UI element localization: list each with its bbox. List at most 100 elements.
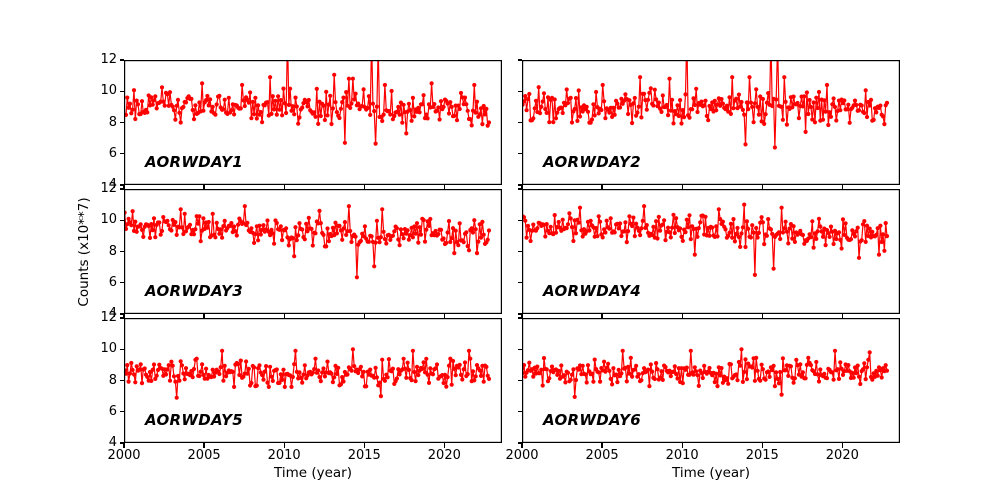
tick-mark bbox=[119, 411, 124, 413]
data-point bbox=[313, 231, 318, 236]
data-point bbox=[541, 356, 547, 361]
data-point bbox=[539, 104, 544, 109]
data-point bbox=[652, 87, 657, 92]
tick-mark bbox=[517, 184, 522, 186]
panel-label-aorwday4: AORWDAY4 bbox=[543, 282, 642, 300]
data-point bbox=[584, 380, 589, 385]
data-point bbox=[349, 239, 354, 245]
data-point bbox=[844, 107, 850, 112]
data-point bbox=[816, 379, 822, 384]
data-point bbox=[326, 102, 331, 107]
data-point bbox=[333, 220, 338, 225]
data-point bbox=[390, 117, 395, 122]
data-point bbox=[342, 220, 347, 225]
data-point bbox=[623, 92, 628, 97]
data-point bbox=[232, 384, 237, 389]
data-point bbox=[595, 234, 600, 239]
tick-mark bbox=[443, 443, 445, 448]
axes-spines bbox=[124, 189, 502, 314]
data-point bbox=[350, 347, 355, 352]
data-point bbox=[414, 364, 420, 369]
data-point bbox=[173, 379, 178, 384]
data-point bbox=[592, 113, 597, 118]
data-point bbox=[663, 238, 668, 243]
data-point bbox=[871, 371, 876, 376]
data-point bbox=[264, 227, 269, 232]
x-tick-label: 2015 bbox=[347, 448, 381, 463]
subplot-aorwday2: AORWDAY2 bbox=[522, 60, 900, 185]
axes-spines bbox=[522, 318, 900, 443]
data-point bbox=[321, 366, 326, 371]
data-point bbox=[524, 235, 529, 240]
data-point bbox=[591, 379, 596, 384]
data-point bbox=[880, 114, 886, 119]
data-point bbox=[751, 120, 756, 125]
data-point bbox=[474, 363, 480, 368]
data-point bbox=[314, 86, 319, 91]
tick-mark bbox=[517, 90, 522, 92]
data-point bbox=[290, 374, 295, 380]
data-point bbox=[618, 221, 623, 226]
data-point bbox=[876, 252, 882, 257]
data-point bbox=[744, 100, 749, 105]
data-point bbox=[806, 111, 811, 117]
data-point bbox=[298, 375, 303, 380]
data-point bbox=[731, 217, 736, 222]
tick-mark bbox=[283, 185, 285, 190]
data-point bbox=[553, 116, 559, 121]
tick-mark bbox=[517, 59, 522, 61]
data-point bbox=[831, 241, 836, 247]
data-point bbox=[878, 223, 883, 228]
data-point bbox=[278, 224, 283, 229]
data-point bbox=[229, 221, 234, 226]
data-point bbox=[807, 97, 812, 103]
data-point bbox=[724, 103, 729, 108]
data-line bbox=[522, 204, 888, 275]
data-point bbox=[274, 220, 279, 226]
data-point bbox=[668, 235, 673, 240]
data-point bbox=[763, 112, 768, 117]
data-point bbox=[438, 227, 444, 232]
tick-mark bbox=[119, 90, 124, 92]
data-point bbox=[778, 369, 783, 375]
data-point bbox=[445, 230, 450, 235]
axes-spines bbox=[124, 60, 502, 185]
data-point bbox=[537, 111, 543, 116]
data-point bbox=[159, 85, 165, 90]
data-point bbox=[305, 229, 310, 234]
data-point bbox=[525, 97, 531, 102]
data-point bbox=[236, 222, 241, 227]
data-point bbox=[787, 226, 792, 231]
tick-mark bbox=[119, 153, 124, 155]
data-point bbox=[540, 99, 545, 104]
data-point bbox=[346, 204, 351, 209]
data-point bbox=[366, 94, 371, 99]
data-point bbox=[756, 112, 761, 117]
data-point bbox=[755, 368, 760, 373]
data-point bbox=[282, 384, 287, 389]
data-point bbox=[473, 374, 478, 379]
data-point bbox=[448, 239, 453, 245]
data-point bbox=[362, 224, 367, 229]
data-point bbox=[812, 120, 818, 125]
data-point bbox=[615, 101, 620, 106]
data-point bbox=[580, 109, 585, 114]
data-point bbox=[596, 111, 601, 116]
data-point bbox=[879, 375, 884, 380]
data-point bbox=[469, 226, 474, 231]
data-point bbox=[577, 205, 583, 210]
data-point bbox=[616, 367, 621, 372]
data-point bbox=[409, 118, 414, 123]
data-point bbox=[310, 370, 315, 375]
data-point bbox=[151, 98, 157, 103]
data-point bbox=[695, 109, 700, 115]
tick-mark bbox=[681, 314, 683, 319]
data-point bbox=[714, 108, 719, 113]
data-point bbox=[824, 82, 830, 88]
data-point bbox=[125, 363, 130, 368]
data-point bbox=[612, 112, 617, 117]
data-point bbox=[306, 97, 311, 103]
tick-mark bbox=[681, 443, 683, 448]
data-point bbox=[571, 238, 576, 244]
data-point bbox=[161, 215, 166, 220]
